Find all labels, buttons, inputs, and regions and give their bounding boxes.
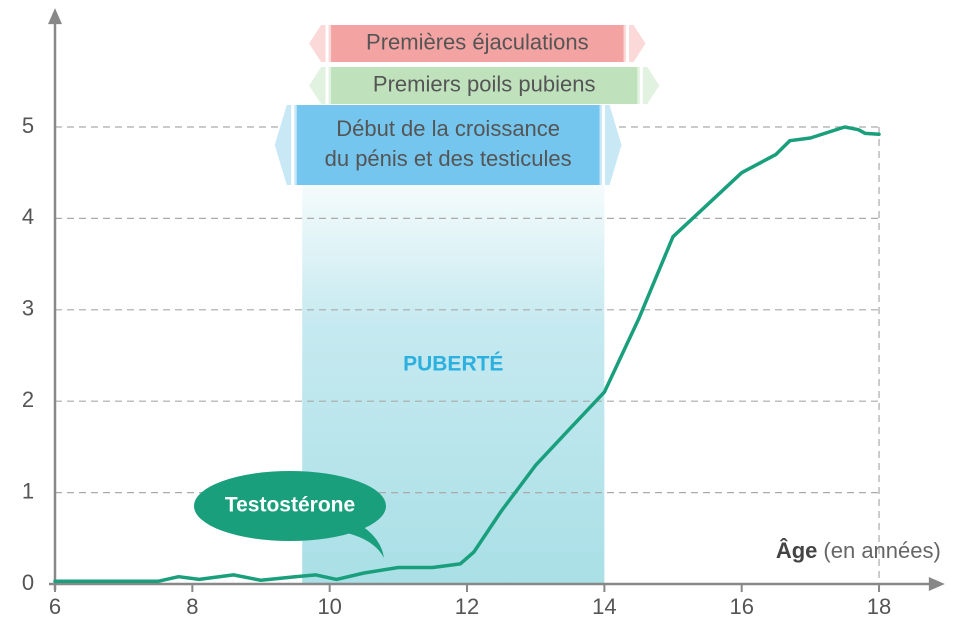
y-tick-label: 4 (22, 204, 34, 229)
x-tick-label: 16 (729, 594, 753, 619)
x-axis-label-main: Âge (776, 538, 818, 563)
x-axis-arrow (928, 577, 945, 591)
x-tick-label: 18 (867, 594, 891, 619)
range-box (331, 67, 638, 104)
y-tick-label: 2 (22, 387, 34, 412)
range-label: Premières éjaculations (366, 29, 589, 54)
x-tick-label: 10 (317, 594, 341, 619)
puberty-label: PUBERTÉ (403, 353, 503, 376)
y-tick-label: 0 (22, 570, 34, 595)
range-label: Premiers poils pubiens (373, 71, 596, 96)
range-box (296, 105, 600, 185)
x-tick-label: 6 (49, 594, 61, 619)
range-box (331, 25, 624, 62)
y-tick-label: 1 (22, 478, 34, 503)
y-tick-label: 5 (22, 113, 34, 138)
legend-bubble (194, 471, 386, 541)
x-tick-label: 8 (186, 594, 198, 619)
range-label: du pénis et des testicules (325, 146, 572, 171)
y-axis-arrow (48, 8, 62, 25)
x-axis-label-unit: (en années) (823, 538, 940, 563)
data-line (53, 125, 881, 584)
range-label: Début de la croissance (336, 116, 560, 141)
y-tick-label: 3 (22, 296, 34, 321)
x-tick-label: 12 (455, 594, 479, 619)
x-axis-label: Âge (en années) (776, 538, 941, 563)
x-tick-label: 14 (592, 594, 616, 619)
legend-label: Testostérone (225, 494, 355, 517)
